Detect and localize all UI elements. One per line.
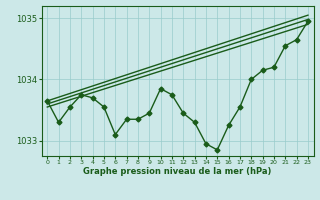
X-axis label: Graphe pression niveau de la mer (hPa): Graphe pression niveau de la mer (hPa) xyxy=(84,167,272,176)
